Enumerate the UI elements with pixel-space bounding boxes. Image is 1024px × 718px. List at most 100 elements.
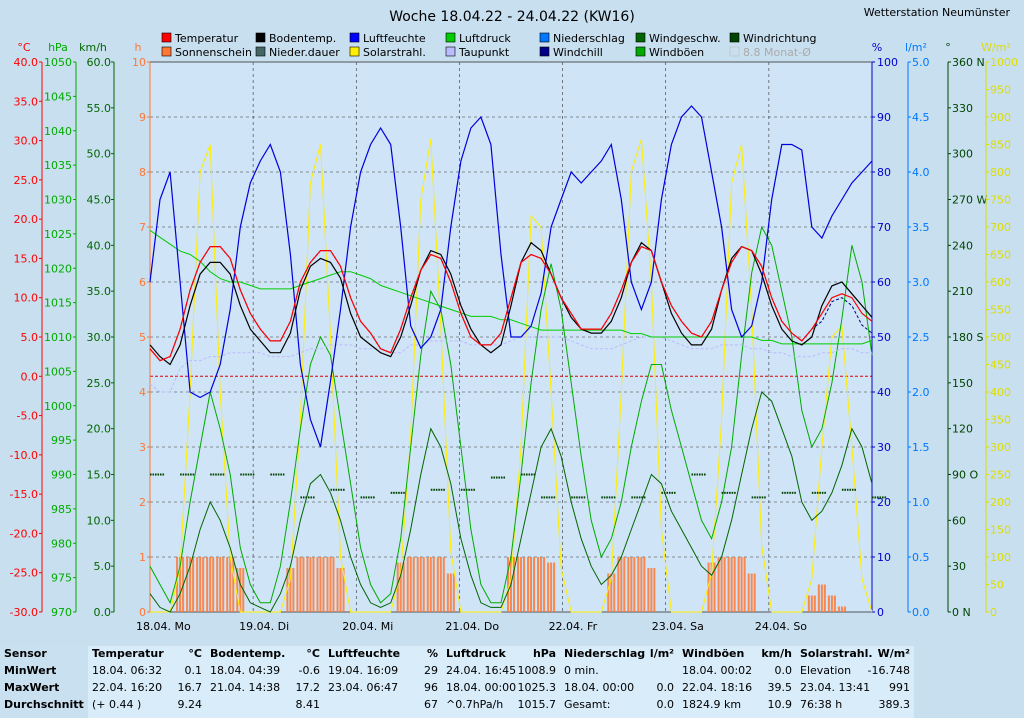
sunshine-bar <box>647 568 650 612</box>
pressure-axis-tick: 1025 <box>44 228 72 241</box>
wind-direction-dot <box>368 496 370 499</box>
wind-direction-dot <box>761 496 764 499</box>
solar-axis-tick: 50 <box>990 579 1004 592</box>
wind-axis-tick: 10.0 <box>87 514 112 527</box>
legend-label: Luftfeuchte <box>363 32 426 45</box>
wind-direction-dot <box>443 488 445 491</box>
sunshine-bar <box>707 562 710 612</box>
sunshine-bar <box>239 568 242 612</box>
solar-axis-tick: 900 <box>990 111 1011 124</box>
wind-direction-dot <box>503 476 506 479</box>
pressure-axis-unit: hPa <box>48 41 68 54</box>
sunshine-bar <box>419 557 422 612</box>
wind-direction-dot <box>403 491 405 494</box>
sunshine-bar <box>412 557 415 612</box>
wind-direction-dot <box>546 496 548 499</box>
wind-direction-dot <box>874 496 877 499</box>
wind-direction-dot <box>789 491 791 494</box>
weather-chart: 18.04. Mo 19.04. Di 20.04. Mi 21.04. Do 22.0… <box>9 6 1018 633</box>
wind-direction-dot <box>160 473 162 476</box>
wind-direction-dot <box>854 488 857 491</box>
sunshine-bar <box>730 557 733 612</box>
wind-axis-tick: 35.0 <box>87 285 112 298</box>
sunshine-bar <box>607 573 610 612</box>
hours-axis-tick: 10 <box>132 56 146 69</box>
wind-direction-dot <box>310 496 313 499</box>
sunshine-bar <box>807 595 810 612</box>
stats-cell-value: 991 <box>889 681 910 694</box>
stats-cell: 0 min. <box>560 662 678 679</box>
sunshine-bar <box>537 557 540 612</box>
wind-direction-dot <box>553 496 556 499</box>
solar-axis-tick: 700 <box>990 221 1011 234</box>
legend-swatch <box>729 32 740 43</box>
temp-axis-tick: 0.0 <box>21 370 39 383</box>
sunshine-bar <box>723 557 726 612</box>
sunshine-bar <box>540 557 543 612</box>
stats-row-name: MinWert <box>4 664 57 677</box>
wind-direction-dot <box>250 473 252 476</box>
stats-cell-label: 18.04. 00:02 <box>682 664 753 677</box>
wind-axis-tick: 50.0 <box>87 148 112 161</box>
sunshine-bar <box>436 557 439 612</box>
temp-axis-tick: -10.0 <box>10 449 38 462</box>
wind-direction-dot <box>571 496 573 499</box>
sunshine-bar <box>296 557 299 612</box>
wind-direction-dot <box>365 496 368 499</box>
sunshine-bar <box>747 573 750 612</box>
stats-column-name: Luftdruck <box>446 647 506 660</box>
wind-direction-dot <box>751 496 754 499</box>
stats-cell: 22.04. 18:16 39.5 <box>678 679 796 696</box>
sunshine-bar <box>750 573 753 612</box>
stats-cell-value: 1015.7 <box>517 698 557 711</box>
wind-direction-dot <box>192 473 195 476</box>
wind-direction-dot <box>794 491 796 494</box>
rain-axis-tick: 0.0 <box>912 606 930 619</box>
wind-direction-dot <box>463 488 465 491</box>
rain-axis-tick: 4.0 <box>912 166 930 179</box>
sunshine-bar <box>547 562 550 612</box>
sunshine-bar <box>319 557 322 612</box>
rain-axis-unit: l/m² <box>905 41 927 54</box>
legend-swatch <box>161 46 172 57</box>
sunshine-bar <box>329 557 332 612</box>
wind-direction-dot <box>300 496 303 499</box>
wind-direction-dot <box>493 476 496 479</box>
sunshine-bar <box>753 573 756 612</box>
stats-cell-value: 9.24 <box>177 698 203 711</box>
temp-axis-tick: 15.0 <box>14 252 39 265</box>
sunshine-bar <box>610 573 613 612</box>
direction-axis-tick: 30 <box>952 560 966 573</box>
wind-direction-dot <box>430 488 433 491</box>
stats-cell: 22.04. 16:20 16.7 <box>88 679 206 696</box>
sunshine-bar <box>733 557 736 612</box>
wind-direction-dot <box>435 488 438 491</box>
sunshine-bar <box>813 595 816 612</box>
wind-direction-dot <box>583 496 586 499</box>
wind-direction-dot <box>150 473 152 476</box>
stats-column: Luftdruck hPa 24.04. 16:45 1008.9 18.04. 00:… <box>442 646 561 718</box>
sunshine-bar <box>422 557 425 612</box>
wind-direction-dot <box>217 473 220 476</box>
direction-axis-tick: 360 N <box>952 56 985 69</box>
sunshine-bar <box>740 557 743 612</box>
wind-direction-dot <box>185 473 187 476</box>
series-humidity <box>149 105 873 448</box>
station-name: Wetterstation Neumünster <box>864 6 1011 19</box>
wind-direction-dot <box>668 491 671 494</box>
stats-cell-label: 19.04. 16:09 <box>328 664 399 677</box>
wind-direction-dot <box>305 496 308 499</box>
sunshine-bar <box>189 557 192 612</box>
legend-swatch <box>445 32 456 43</box>
wind-direction-dot <box>460 488 463 491</box>
direction-axis-tick: 90 O <box>952 469 978 482</box>
rain-axis-tick: 1.0 <box>912 496 930 509</box>
pressure-axis-tick: 985 <box>51 503 72 516</box>
sunshine-bar <box>192 557 195 612</box>
sunshine-bar <box>827 595 830 612</box>
wind-direction-dot <box>819 491 821 494</box>
stats-cell: (+ 0.44 ) 9.24 <box>88 696 206 713</box>
sunshine-bar <box>302 557 305 612</box>
sunshine-bar <box>229 557 232 612</box>
pressure-axis-tick: 990 <box>51 469 72 482</box>
